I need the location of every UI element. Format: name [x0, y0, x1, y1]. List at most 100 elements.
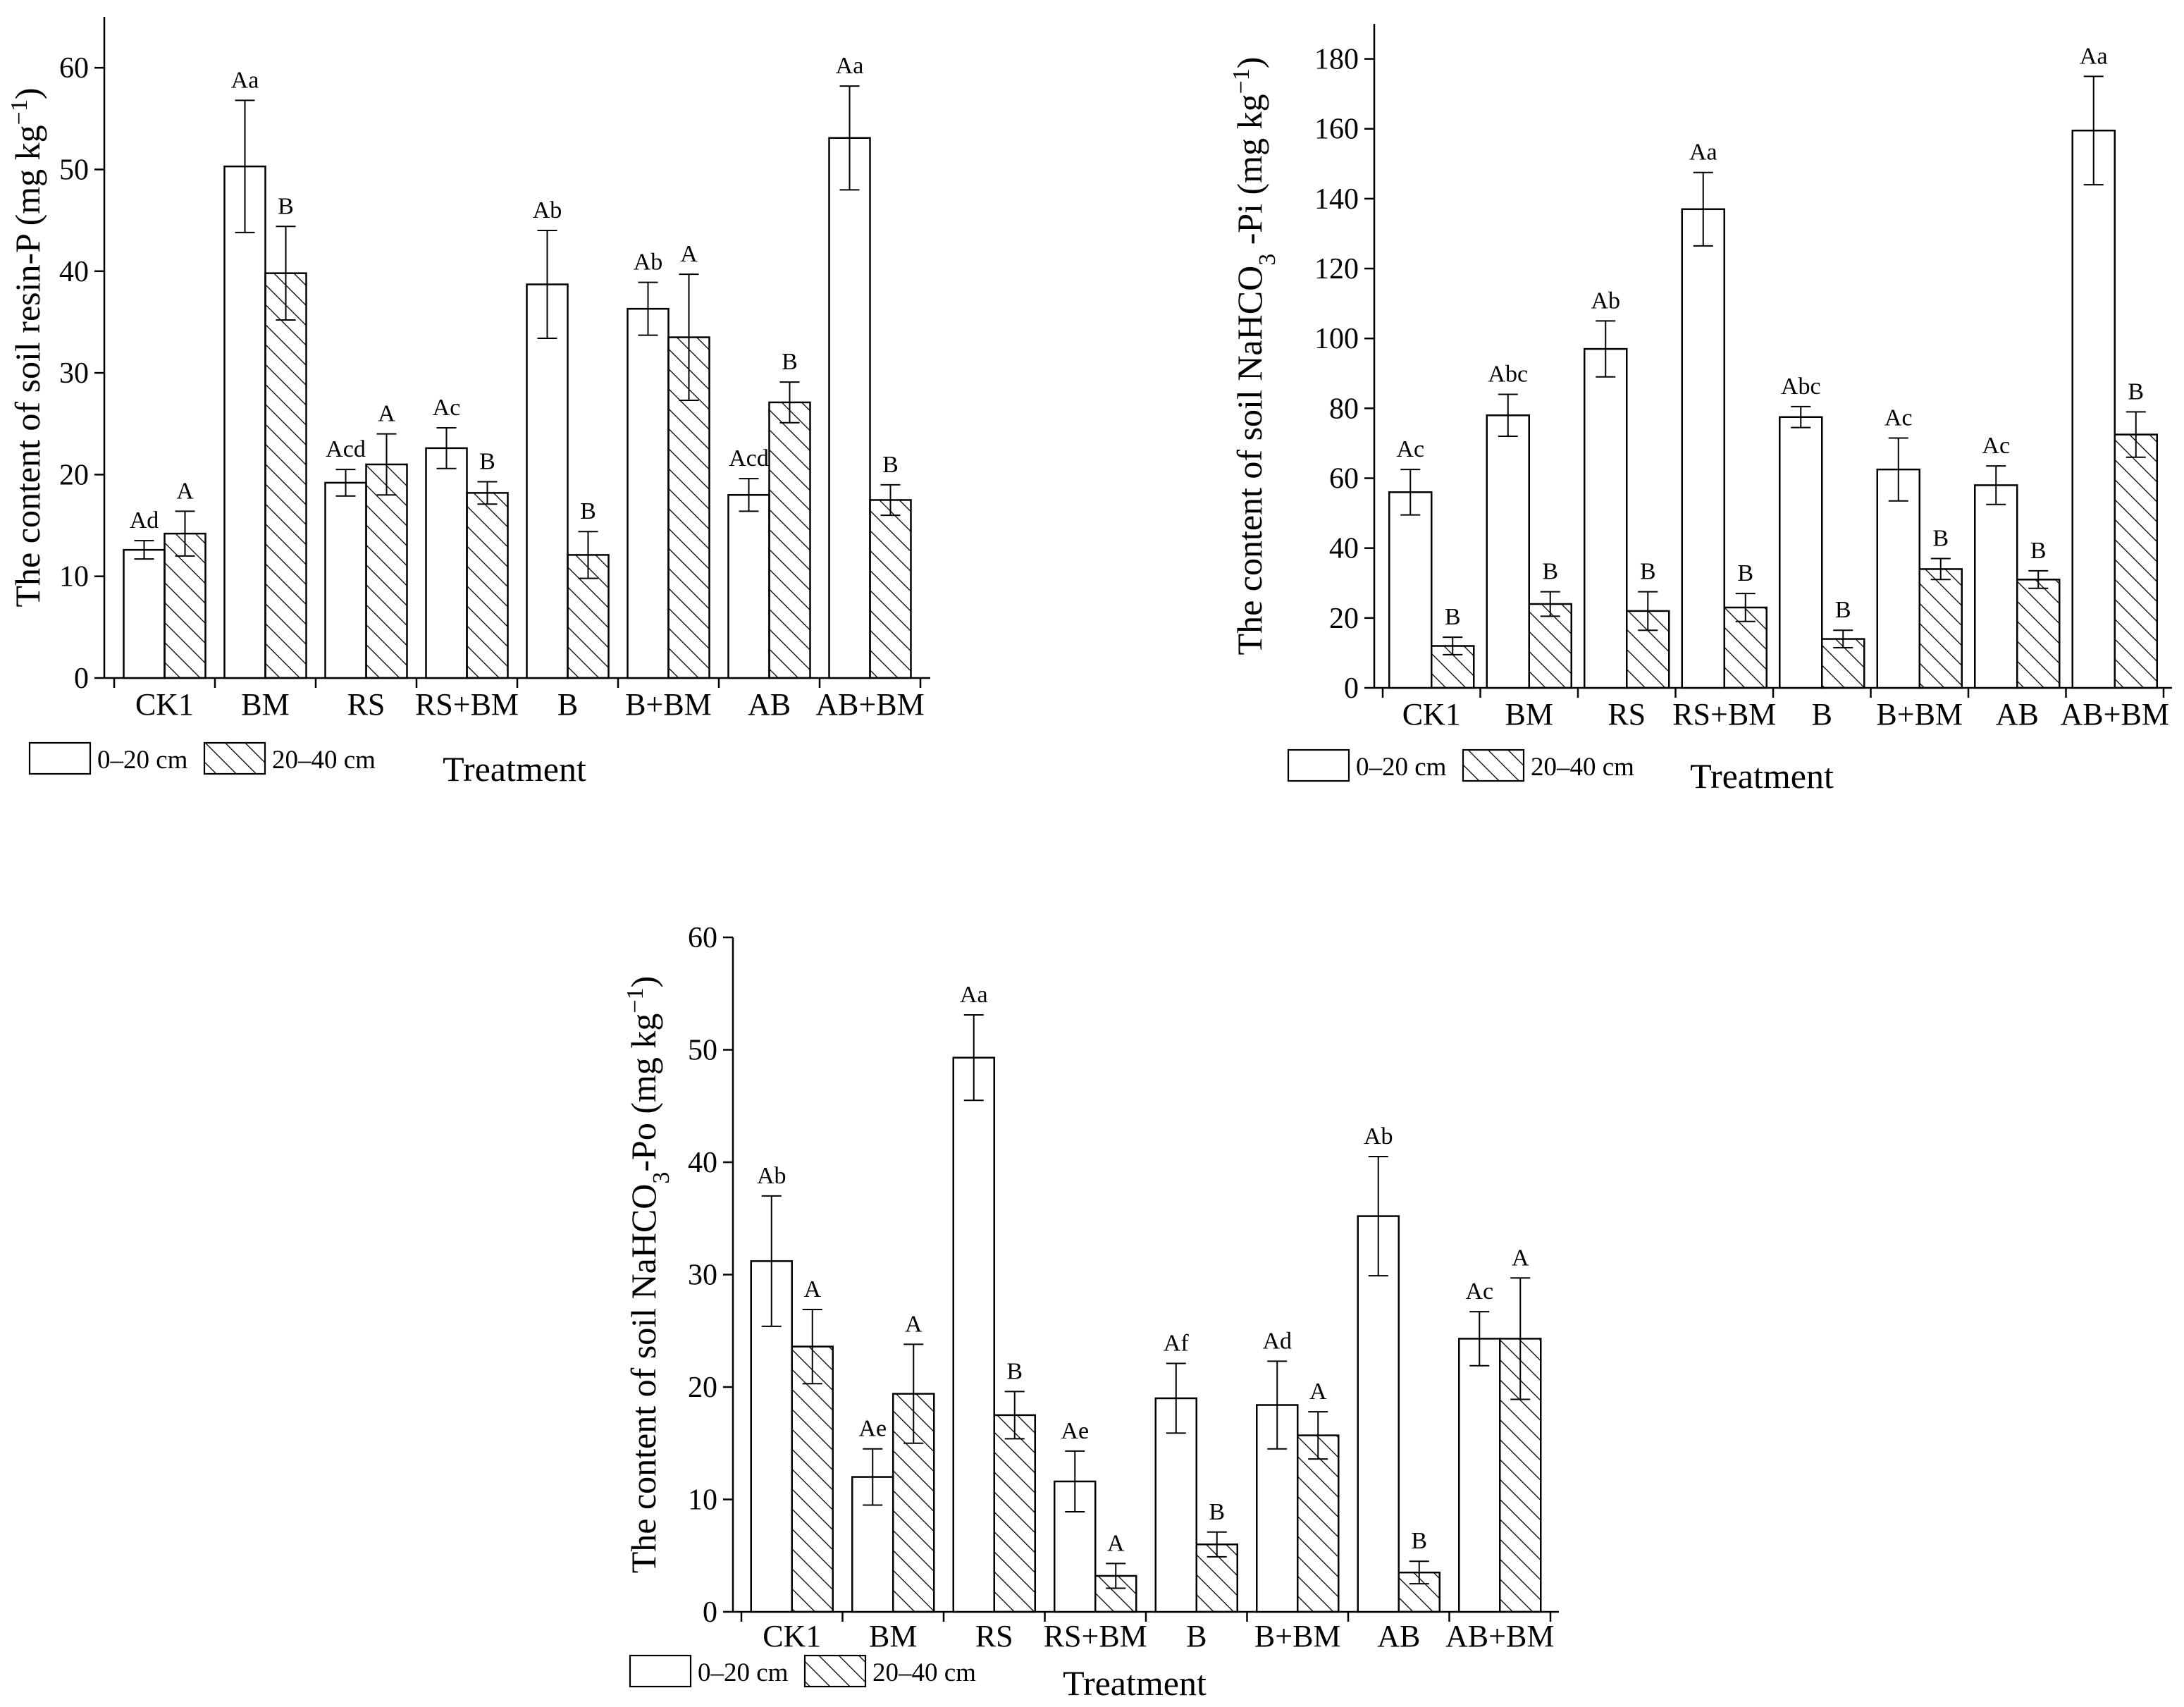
- significance-label: Ad: [130, 507, 159, 534]
- charts-root: 0102030405060AdAaAcdAcAbAbAcdAaABABBABBC…: [6, 17, 2172, 1703]
- significance-label: B: [1006, 1358, 1023, 1384]
- y-tick-label: 20: [1329, 603, 1359, 635]
- significance-label: A: [176, 478, 194, 504]
- y-tick-label: 120: [1314, 253, 1359, 285]
- bar-0-20cm: [1357, 1215, 1400, 1613]
- legend-label-20-40cm: 20–40 cm: [872, 1658, 976, 1687]
- y-axis-label-superscript: −1: [1228, 68, 1254, 94]
- y-tick-label: 50: [688, 1035, 717, 1067]
- legend-swatch-0-20cm: [629, 1654, 692, 1688]
- bar-20-40cm: [365, 463, 408, 679]
- significance-label: B: [1737, 560, 1753, 586]
- bar-0-20cm: [1154, 1397, 1197, 1613]
- y-tick-label: 160: [1314, 113, 1359, 146]
- x-category-label: RS+BM: [415, 687, 519, 722]
- legend: 0–20 cm 20–40 cm: [1287, 748, 1634, 782]
- y-axis-label: The content of soil NaHCO3 -Pi (mg kg−1): [1228, 57, 1281, 655]
- x-axis-label: Treatment: [443, 749, 586, 789]
- y-tick-label: 0: [703, 1596, 717, 1629]
- significance-label: Ac: [1884, 405, 1913, 431]
- bar-20-40cm: [264, 272, 307, 679]
- y-tick-label: 0: [1344, 672, 1359, 705]
- significance-label: Ab: [1591, 288, 1620, 314]
- x-category-label: RS: [1608, 697, 1646, 732]
- bar-0-20cm: [1681, 208, 1725, 689]
- x-category-label: B: [1812, 697, 1832, 732]
- significance-label: Ac: [1465, 1278, 1493, 1305]
- significance-label: B: [580, 498, 596, 524]
- bar-0-20cm: [324, 481, 367, 679]
- significance-label: A: [1512, 1245, 1529, 1271]
- significance-label: B: [1411, 1528, 1427, 1554]
- bar-20-40cm: [869, 499, 912, 679]
- y-tick-label: 10: [688, 1484, 717, 1517]
- y-axis-label-main: The content of soil NaHCO: [1230, 266, 1269, 655]
- significance-label: B: [2030, 538, 2047, 564]
- bar-0-20cm: [952, 1056, 995, 1613]
- x-category-label: B: [557, 687, 578, 722]
- significance-label: B: [1932, 526, 1949, 552]
- significance-label: B: [1835, 597, 1851, 623]
- significance-label: B: [1209, 1499, 1225, 1525]
- y-tick-label: 40: [1329, 533, 1359, 565]
- bar-0-20cm: [1974, 484, 2018, 689]
- significance-label: Abc: [1781, 374, 1821, 400]
- bar-0-20cm: [627, 307, 670, 679]
- significance-label: A: [680, 241, 698, 267]
- x-category-label: RS+BM: [1044, 1619, 1147, 1653]
- significance-label: Aa: [2080, 43, 2108, 69]
- legend-label-20-40cm: 20–40 cm: [272, 746, 376, 775]
- bar-0-20cm: [1486, 414, 1530, 689]
- significance-label: Ae: [1061, 1418, 1089, 1444]
- y-tick-label: 30: [59, 357, 89, 390]
- bar-0-20cm: [2071, 129, 2116, 689]
- legend: 0–20 cm 20–40 cm: [28, 741, 376, 775]
- legend-swatch-20-40cm: [203, 741, 266, 775]
- significance-label: Aa: [960, 982, 988, 1008]
- y-tick-label: 20: [59, 459, 89, 491]
- bar-0-20cm: [1876, 468, 1920, 689]
- x-category-label: CK1: [763, 1619, 821, 1653]
- x-category-label: CK1: [135, 687, 194, 722]
- y-axis-label: The content of soil resin-P (mg kg−1): [6, 88, 48, 608]
- x-category-label: CK1: [1402, 697, 1461, 732]
- significance-label: B: [479, 448, 495, 474]
- y-axis-label-subscript: 3: [648, 1172, 674, 1184]
- y-axis-label-main: The content of soil NaHCO: [624, 1184, 663, 1574]
- bar-0-20cm: [1779, 416, 1823, 689]
- legend-label-0-20cm: 0–20 cm: [97, 746, 188, 775]
- x-axis-label: Treatment: [1690, 756, 1834, 796]
- significance-label: Ac: [1396, 436, 1424, 462]
- x-category-label: RS: [975, 1619, 1013, 1653]
- y-axis-label-end: ): [624, 976, 663, 988]
- bar-0-20cm: [526, 283, 569, 679]
- x-category-label: RS+BM: [1672, 697, 1776, 732]
- x-category-label: AB+BM: [815, 687, 924, 722]
- bar-0-20cm: [1584, 347, 1628, 689]
- significance-label: A: [1107, 1530, 1125, 1556]
- bar-0-20cm: [123, 548, 166, 679]
- bar-20-40cm: [466, 492, 509, 679]
- y-tick-label: 100: [1314, 323, 1359, 355]
- x-category-label: AB+BM: [2061, 697, 2169, 732]
- legend-label-0-20cm: 0–20 cm: [698, 1658, 789, 1687]
- x-category-label: BM: [241, 687, 289, 722]
- legend-swatch-0-20cm: [1287, 748, 1350, 782]
- y-tick-label: 40: [59, 256, 89, 288]
- y-tick-label: 80: [1329, 393, 1359, 425]
- significance-label: Ab: [634, 249, 663, 276]
- legend-swatch-20-40cm: [1462, 748, 1525, 782]
- x-category-label: RS: [347, 687, 385, 722]
- significance-label: Af: [1164, 1331, 1190, 1357]
- y-tick-label: 40: [688, 1147, 717, 1179]
- bar-20-40cm: [1297, 1434, 1340, 1613]
- y-tick-label: 180: [1314, 44, 1359, 76]
- y-tick-label: 140: [1314, 183, 1359, 216]
- x-category-label: BM: [1505, 697, 1553, 732]
- y-tick-label: 60: [688, 922, 717, 954]
- bar-20-40cm: [1918, 568, 1963, 689]
- y-tick-label: 30: [688, 1259, 717, 1292]
- x-category-label: BM: [869, 1619, 917, 1653]
- bar-20-40cm: [1528, 603, 1572, 689]
